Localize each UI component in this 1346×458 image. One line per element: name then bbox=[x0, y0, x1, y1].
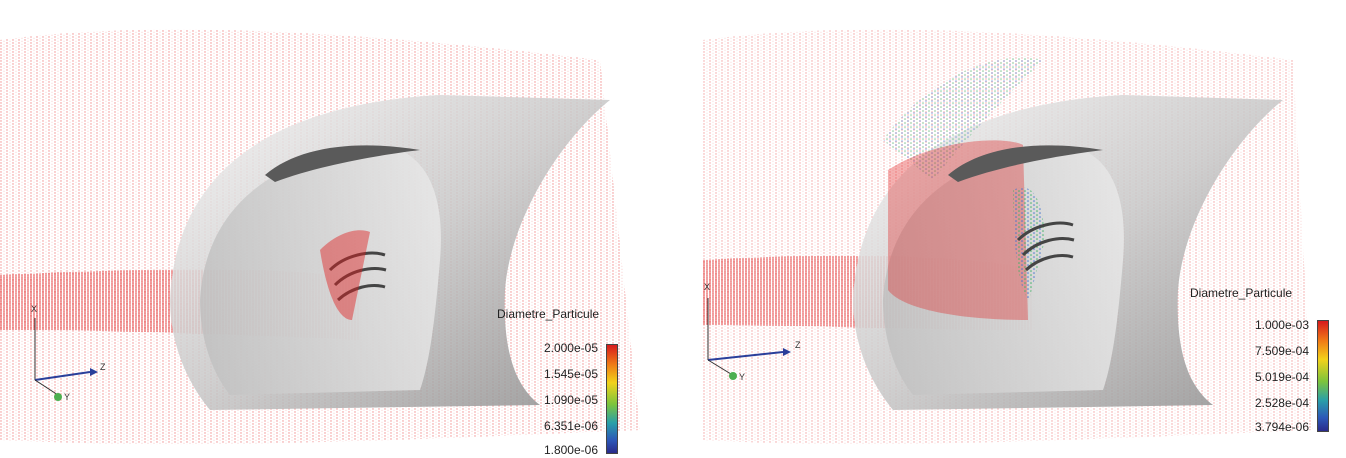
colorbar bbox=[1317, 320, 1329, 432]
axis-z-label: Z bbox=[100, 362, 106, 372]
colorbar bbox=[606, 344, 618, 454]
fan-blade bbox=[328, 251, 386, 272]
colorbar-tick: 1.090e-05 bbox=[543, 393, 598, 407]
legend-title: Diametre_Particule bbox=[1190, 286, 1293, 300]
colorbar-tick: 1.000e-03 bbox=[1254, 318, 1309, 332]
colorbar-tick: 3.794e-06 bbox=[1254, 420, 1309, 434]
axis-triad bbox=[707, 298, 791, 380]
axis-y-label: Y bbox=[64, 392, 71, 402]
axis-triad bbox=[34, 318, 98, 401]
right-visualization-panel: X Z Y Diametre_Particule 1.000e-03 7.509… bbox=[673, 0, 1346, 458]
axis-x-label: X bbox=[31, 304, 38, 314]
axis-z-label: Z bbox=[795, 340, 801, 350]
particle-cloud-mixed bbox=[883, 57, 1043, 180]
fan-blade bbox=[336, 284, 386, 302]
particle-impact bbox=[320, 230, 370, 320]
colorbar-tick: 1.545e-05 bbox=[543, 367, 598, 381]
left-scene bbox=[0, 29, 640, 445]
colorbar-tick: 2.000e-05 bbox=[543, 341, 598, 355]
colorbar-tick: 1.800e-06 bbox=[543, 443, 598, 457]
inlet-cavity bbox=[883, 145, 1124, 395]
left-visualization-panel: X Z Y Diametre_Particule 2.000e-05 1.545… bbox=[0, 29, 640, 457]
fan-blade bbox=[1021, 237, 1075, 257]
axis-x-label: X bbox=[704, 282, 711, 292]
particle-hub-mix bbox=[1013, 187, 1045, 300]
upper-lip bbox=[265, 145, 420, 182]
right-scene bbox=[703, 29, 1313, 445]
colorbar-tick: 6.351e-06 bbox=[543, 419, 598, 433]
colorbar-tick: 5.019e-04 bbox=[1254, 370, 1309, 384]
fan-blade bbox=[1024, 254, 1074, 272]
axis-y-label: Y bbox=[739, 372, 746, 382]
upper-lip bbox=[948, 145, 1103, 182]
particle-inlet-cloud bbox=[888, 140, 1028, 320]
legend-title: Diametre_Particule bbox=[497, 307, 600, 321]
fan-blade bbox=[333, 267, 387, 287]
inlet-cavity bbox=[200, 145, 441, 395]
colorbar-tick: 7.509e-04 bbox=[1254, 344, 1309, 358]
fan-blade bbox=[1016, 221, 1074, 242]
colorbar-tick: 2.528e-04 bbox=[1254, 396, 1309, 410]
